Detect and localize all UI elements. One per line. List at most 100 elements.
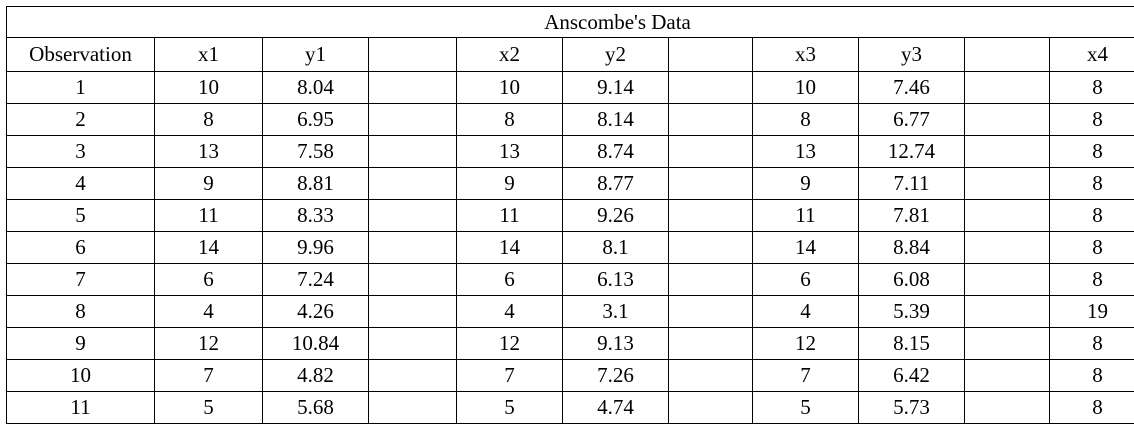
table-cell: 4 — [154, 295, 263, 328]
table-cell: 10 — [456, 71, 563, 104]
table-cell: 3.1 — [562, 295, 669, 328]
table-cell: 8.15 — [858, 327, 965, 360]
table-body: 1108.04109.14107.4686.58286.9588.1486.77… — [6, 71, 1134, 424]
table-cell: 7.11 — [858, 167, 965, 200]
table-cell: 4 — [6, 167, 155, 200]
table-cell: 7 — [752, 359, 859, 392]
table-cell: 2 — [6, 103, 155, 136]
table-cell: 11 — [154, 199, 263, 232]
spacer-cell — [368, 199, 457, 232]
table-cell: 11 — [6, 391, 155, 424]
table-cell: 7.24 — [262, 263, 369, 296]
table-cell: 7.58 — [262, 135, 369, 168]
table-cell: 9.14 — [562, 71, 669, 104]
table-cell: 12.74 — [858, 135, 965, 168]
table-cell: 9.96 — [262, 231, 369, 264]
table-cell: 8 — [1049, 135, 1134, 168]
table-cell: 12 — [154, 327, 263, 360]
table-cell: 5 — [154, 391, 263, 424]
table-cell: 4 — [456, 295, 563, 328]
spacer-cell — [964, 135, 1050, 168]
table-cell: 6 — [752, 263, 859, 296]
spacer-cell — [368, 327, 457, 360]
spacer-cell — [668, 263, 753, 296]
spacer-cell — [964, 327, 1050, 360]
table-cell: 5.73 — [858, 391, 965, 424]
table-cell: 11 — [456, 199, 563, 232]
table-cell: 12 — [752, 327, 859, 360]
table-cell: 6 — [6, 231, 155, 264]
table-cell: 10.84 — [262, 327, 369, 360]
table-cell: 9 — [752, 167, 859, 200]
table-cell: 5 — [752, 391, 859, 424]
table-cell: 8 — [1049, 103, 1134, 136]
spacer-cell — [368, 135, 457, 168]
table-cell: 12 — [456, 327, 563, 360]
table-cell: 9.26 — [562, 199, 669, 232]
table-cell: 8 — [1049, 199, 1134, 232]
column-header-x3: x3 — [752, 37, 859, 72]
table-cell: 5.68 — [262, 391, 369, 424]
table-cell: 9 — [154, 167, 263, 200]
column-header-x2: x2 — [456, 37, 563, 72]
table-cell: 1 — [6, 71, 155, 104]
table-cell: 8 — [1049, 391, 1134, 424]
spacer-cell — [668, 327, 753, 360]
table-cell: 6 — [456, 263, 563, 296]
spacer-cell — [668, 231, 753, 264]
spacer-cell — [668, 359, 753, 392]
spacer-cell — [668, 391, 753, 424]
table-cell: 9.13 — [562, 327, 669, 360]
spacer-cell — [668, 71, 753, 104]
table-cell: 8 — [1049, 71, 1134, 104]
anscombe-data-table: Anscombe's Data Observation x1 y1 x2 y2 x3 y3 x… — [5, 6, 1134, 424]
spacer-cell — [368, 231, 457, 264]
spacer-cell — [668, 199, 753, 232]
spacer-header-cell — [668, 37, 753, 72]
spacer-cell — [668, 167, 753, 200]
spacer-cell — [368, 167, 457, 200]
table-cell: 10 — [752, 71, 859, 104]
table-cell: 8.33 — [262, 199, 369, 232]
spacer-header-cell — [964, 37, 1050, 72]
table-cell: 10 — [6, 359, 155, 392]
spacer-header-cell — [368, 37, 457, 72]
spacer-cell — [368, 263, 457, 296]
table-cell: 5 — [456, 391, 563, 424]
table-cell: 14 — [154, 231, 263, 264]
table-cell: 4.82 — [262, 359, 369, 392]
table-cell: 8 — [1049, 231, 1134, 264]
table-cell: 8.1 — [562, 231, 669, 264]
table-cell: 13 — [154, 135, 263, 168]
spacer-cell — [964, 71, 1050, 104]
table-cell: 4 — [752, 295, 859, 328]
table-cell: 5 — [6, 199, 155, 232]
spacer-cell — [368, 295, 457, 328]
spacer-cell — [668, 135, 753, 168]
table-cell: 7 — [456, 359, 563, 392]
spacer-cell — [964, 167, 1050, 200]
table-cell: 7 — [6, 263, 155, 296]
spacer-cell — [964, 199, 1050, 232]
table-cell: 9 — [6, 327, 155, 360]
table-cell: 8 — [752, 103, 859, 136]
spacer-cell — [368, 359, 457, 392]
table-cell: 6.13 — [562, 263, 669, 296]
table-cell: 8 — [1049, 167, 1134, 200]
spacer-cell — [964, 103, 1050, 136]
table-cell: 8.81 — [262, 167, 369, 200]
column-header-y2: y2 — [562, 37, 669, 72]
column-header-y1: y1 — [262, 37, 369, 72]
column-header-y3: y3 — [858, 37, 965, 72]
table-cell: 8 — [1049, 359, 1134, 392]
spacer-cell — [964, 263, 1050, 296]
table-cell: 7.46 — [858, 71, 965, 104]
